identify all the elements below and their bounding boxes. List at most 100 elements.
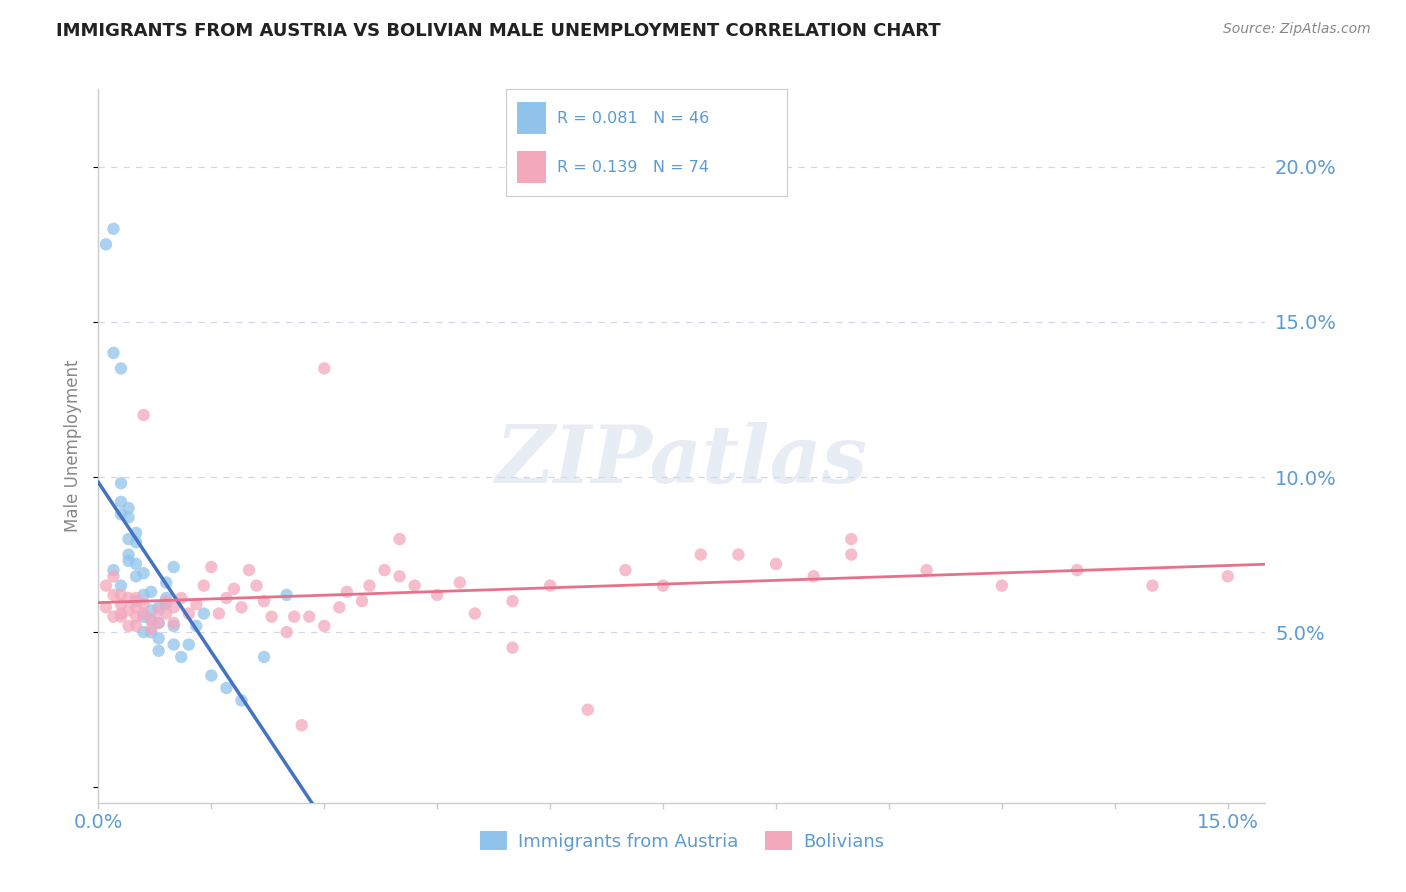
Point <box>125 594 148 608</box>
Point <box>110 495 132 509</box>
Point <box>689 548 711 562</box>
Text: Source: ZipAtlas.com: Source: ZipAtlas.com <box>1223 22 1371 37</box>
Point <box>132 625 155 640</box>
Point <box>155 607 177 621</box>
Point <box>117 619 139 633</box>
Legend: Immigrants from Austria, Bolivians: Immigrants from Austria, Bolivians <box>472 824 891 858</box>
Y-axis label: Male Unemployment: Male Unemployment <box>65 359 83 533</box>
Point <box>117 532 139 546</box>
Point <box>125 569 148 583</box>
Point <box>103 609 125 624</box>
Point <box>103 588 125 602</box>
Point <box>163 560 186 574</box>
Point <box>117 591 139 605</box>
Point <box>94 579 117 593</box>
Point <box>208 607 231 621</box>
Point <box>94 237 117 252</box>
Point <box>350 594 373 608</box>
Point <box>155 597 177 611</box>
Point <box>238 563 260 577</box>
Point <box>502 640 524 655</box>
Point <box>1216 569 1239 583</box>
Point <box>1066 563 1088 577</box>
Point <box>388 532 411 546</box>
Point <box>388 569 411 583</box>
Point <box>139 584 162 599</box>
Point <box>139 613 162 627</box>
Point <box>117 501 139 516</box>
Point <box>132 597 155 611</box>
Text: R = 0.081   N = 46: R = 0.081 N = 46 <box>557 111 709 126</box>
Point <box>148 600 170 615</box>
Point <box>139 603 162 617</box>
Point <box>449 575 471 590</box>
Point <box>103 346 125 360</box>
Point <box>839 532 862 546</box>
Point <box>155 594 177 608</box>
Point <box>652 579 675 593</box>
Point <box>110 607 132 621</box>
Text: R = 0.139   N = 74: R = 0.139 N = 74 <box>557 160 709 175</box>
Point <box>464 607 486 621</box>
Point <box>103 569 125 583</box>
Point <box>200 668 222 682</box>
Point <box>200 560 222 574</box>
Point <box>276 625 298 640</box>
Point <box>117 554 139 568</box>
Text: IMMIGRANTS FROM AUSTRIA VS BOLIVIAN MALE UNEMPLOYMENT CORRELATION CHART: IMMIGRANTS FROM AUSTRIA VS BOLIVIAN MALE… <box>56 22 941 40</box>
Point <box>125 525 148 540</box>
Point <box>117 548 139 562</box>
Point <box>125 557 148 571</box>
Point <box>245 579 267 593</box>
Point <box>328 600 350 615</box>
Point <box>155 575 177 590</box>
Point <box>426 588 449 602</box>
Point <box>215 681 238 695</box>
Point <box>222 582 245 596</box>
Point <box>186 597 208 611</box>
Point <box>283 609 305 624</box>
Point <box>139 622 162 636</box>
Point <box>215 591 238 605</box>
Point <box>110 588 132 602</box>
Point <box>404 579 426 593</box>
Point <box>336 584 359 599</box>
Point <box>163 615 186 630</box>
Point <box>538 579 561 593</box>
Point <box>117 603 139 617</box>
Point <box>132 588 155 602</box>
Point <box>132 609 155 624</box>
Bar <box>517 152 546 184</box>
Bar <box>517 102 546 134</box>
Point <box>373 563 395 577</box>
Point <box>103 222 125 236</box>
Point <box>314 619 336 633</box>
Point <box>132 408 155 422</box>
Text: ZIPatlas: ZIPatlas <box>496 422 868 499</box>
Point <box>94 600 117 615</box>
Point <box>186 619 208 633</box>
Point <box>132 566 155 581</box>
Point <box>163 638 186 652</box>
Point <box>1142 579 1164 593</box>
Point <box>359 579 381 593</box>
Point <box>253 650 276 665</box>
Point <box>193 579 215 593</box>
Point <box>110 476 132 491</box>
Point <box>125 609 148 624</box>
Point <box>125 535 148 549</box>
Point <box>148 644 170 658</box>
Point <box>103 563 125 577</box>
Point <box>177 607 200 621</box>
Point <box>276 588 298 602</box>
Point <box>110 508 132 522</box>
Point <box>314 361 336 376</box>
Point <box>148 603 170 617</box>
Point <box>991 579 1014 593</box>
Point <box>148 632 170 646</box>
Point <box>260 609 283 624</box>
Point <box>765 557 787 571</box>
Point <box>170 591 193 605</box>
Point <box>193 607 215 621</box>
Point <box>148 615 170 630</box>
